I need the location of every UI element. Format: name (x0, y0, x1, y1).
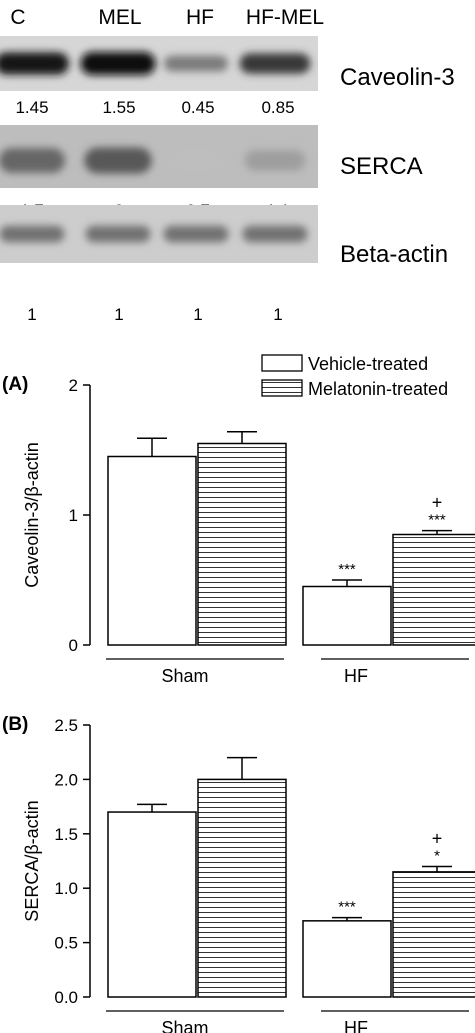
y-tick-label: 0.5 (54, 934, 78, 953)
blot-band (80, 52, 156, 75)
bar (302, 920, 392, 998)
blot-value-label: 1 (27, 305, 36, 324)
significance-mark: + (432, 828, 443, 848)
blot-value-label: 1 (114, 305, 123, 324)
blot-rows: Caveolin-3 1.45 1.55 0.45 0.85 SERCA1.720.71.… (0, 36, 455, 324)
y-tick-label: 1 (69, 506, 78, 525)
blot-band (0, 148, 65, 173)
blot-lane-label: HF-MEL (246, 6, 324, 29)
blot-protein-label: SERCA (340, 153, 423, 180)
blot-value-label: 1.45 (15, 98, 48, 117)
legend-item: Vehicle-treated (261, 354, 428, 374)
bar (197, 442, 287, 646)
bar (197, 778, 287, 998)
bar (392, 871, 475, 998)
legend-label: Vehicle-treated (308, 354, 428, 374)
blot-row: Caveolin-3 1.45 1.55 0.45 0.85 (0, 36, 455, 117)
western-blot-panel: C MEL HF HF-MEL Caveolin-3 1.45 1.55 0.45 0.85 S… (0, 6, 455, 324)
bar (302, 585, 392, 646)
y-axis: 0.0 0.5 1.0 1.5 2.0 2.5 (54, 716, 91, 1007)
y-tick-label: 2.5 (54, 716, 78, 735)
blot-protein-label: Beta-actin (340, 241, 448, 268)
blot-band (242, 225, 308, 243)
group-label: HF (344, 666, 368, 685)
legend-item: Melatonin-treated (261, 379, 448, 399)
y-tick-label: 1.0 (54, 879, 78, 898)
blot-band (84, 147, 152, 174)
blot-lane-label: C (10, 6, 25, 29)
y-axis: 0 1 2 (69, 376, 91, 655)
bar (107, 455, 197, 646)
blot-band (0, 52, 69, 75)
bar (107, 811, 197, 998)
blot-band (164, 55, 228, 72)
bars (107, 756, 475, 998)
significance-mark: *** (338, 899, 356, 916)
y-tick-label: 2 (69, 376, 78, 395)
blot-protein-label: Caveolin-3 (340, 64, 455, 91)
bar (392, 533, 475, 646)
panel-label: (A) (2, 374, 28, 395)
group-label: Sham (161, 1018, 208, 1033)
y-tick-label: 0 (69, 636, 78, 655)
group-label: Sham (161, 666, 208, 685)
group-label: HF (344, 1018, 368, 1033)
y-axis-label: SERCA/β-actin (22, 800, 42, 921)
legend-swatch (261, 379, 303, 397)
blot-band (0, 225, 65, 243)
significance-mark: *** (338, 561, 356, 578)
blot-value-label: 0.45 (181, 98, 214, 117)
legend-swatch (261, 354, 303, 372)
significance-mark: * (434, 847, 440, 864)
significance-mark: + (432, 493, 443, 513)
blot-value-label: 0.85 (261, 98, 294, 117)
significance-mark: *** (428, 512, 446, 529)
y-tick-label: 0.0 (54, 988, 78, 1007)
legend-label: Melatonin-treated (308, 379, 448, 399)
panel-label: (B) (2, 714, 28, 735)
y-tick-label: 1.5 (54, 825, 78, 844)
blot-value-label: 1 (273, 305, 282, 324)
blot-value-label: 1 (193, 305, 202, 324)
blot-value-label: 1.55 (102, 98, 135, 117)
blot-row: SERCA1.720.71.1 (0, 125, 423, 220)
blot-band (163, 225, 229, 243)
y-axis-label: Caveolin-3/β-actin (22, 442, 42, 587)
blot-lane-label: MEL (98, 6, 141, 29)
blot-row: Beta-actin 1 1 1 1 (0, 205, 448, 324)
legend: Vehicle-treated Melatonin-treated (261, 354, 448, 399)
blot-band (244, 150, 306, 171)
blot-lane-label: HF (186, 6, 214, 29)
blot-lane-labels: C MEL HF HF-MEL (10, 6, 324, 29)
blot-band (239, 53, 311, 74)
bars (107, 431, 475, 646)
y-tick-label: 2.0 (54, 770, 78, 789)
blot-band (85, 225, 151, 243)
blot-band (167, 151, 225, 170)
